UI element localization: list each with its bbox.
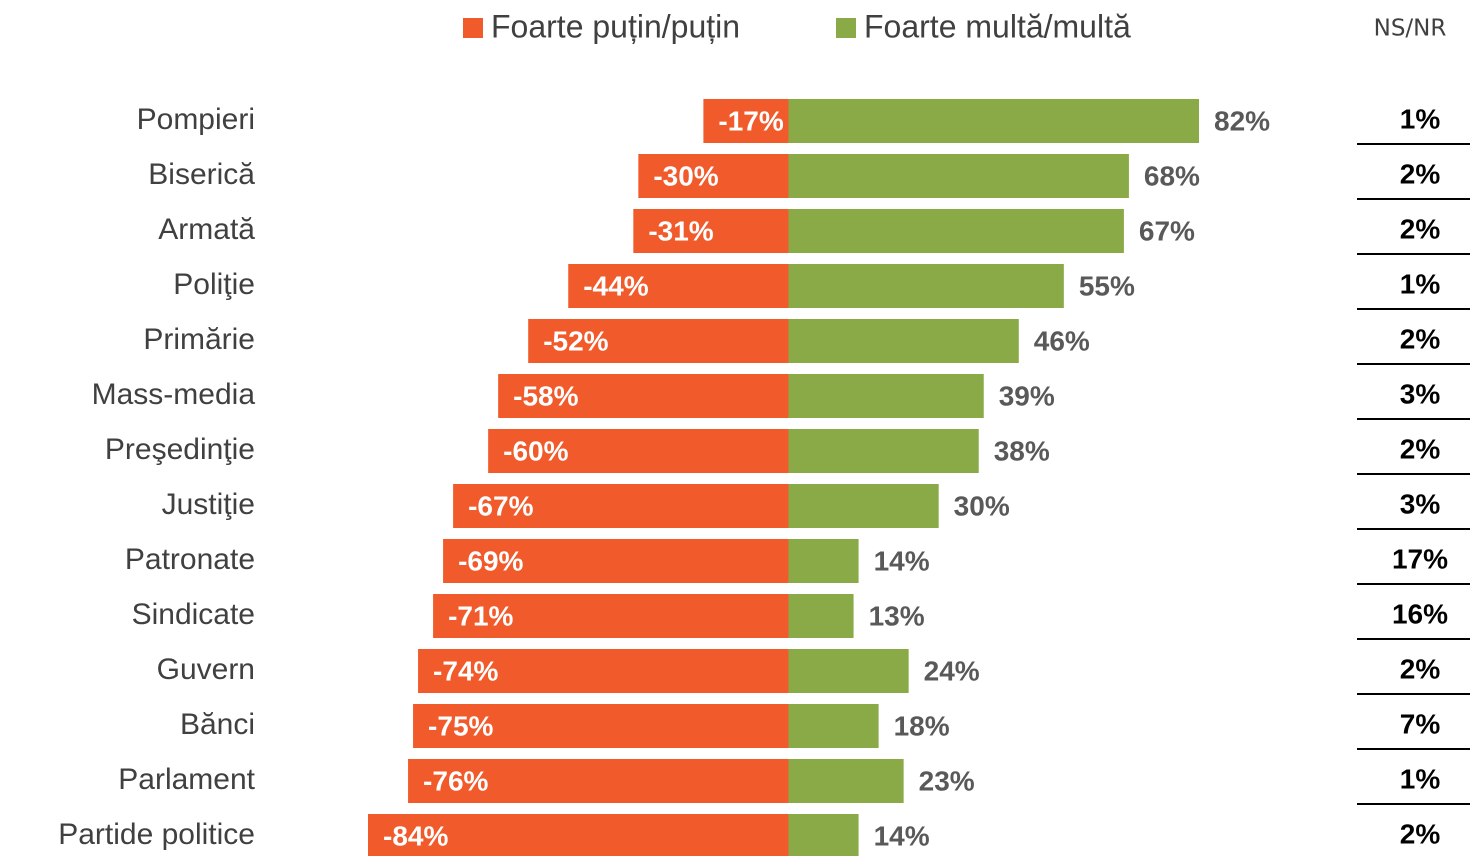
category-label: Primărie [143, 323, 255, 356]
bar [788, 154, 1129, 198]
bar [788, 484, 939, 528]
ns-value: 2% [1400, 213, 1441, 244]
bar [413, 704, 789, 748]
value-label: -84% [383, 820, 448, 851]
bar [488, 429, 789, 473]
bar [528, 319, 789, 363]
value-label: -75% [428, 710, 493, 741]
value-label: -58% [513, 380, 578, 411]
value-label: -71% [448, 600, 513, 631]
bar [788, 209, 1124, 253]
value-label: -60% [503, 435, 568, 466]
bar [638, 154, 789, 198]
category-label: Bănci [180, 708, 255, 741]
value-label: 14% [874, 820, 930, 851]
category-label: Armată [158, 213, 255, 246]
bar [788, 539, 859, 583]
ns-value: 2% [1400, 433, 1441, 464]
category-label: Pompieri [137, 103, 255, 136]
legend-label: Foarte multă/multă [864, 8, 1131, 44]
category-label: Preşedinţie [105, 433, 255, 466]
bar [368, 814, 789, 856]
value-label: -52% [543, 325, 608, 356]
value-label: 67% [1139, 215, 1195, 246]
bar [568, 264, 789, 308]
value-label: 38% [994, 435, 1050, 466]
bar [788, 319, 1019, 363]
value-label: 14% [874, 545, 930, 576]
legend-swatch [836, 18, 856, 38]
column-header: NS/NR [1374, 16, 1447, 42]
bar [788, 429, 979, 473]
ns-value: 1% [1400, 763, 1441, 794]
ns-value: 2% [1400, 158, 1441, 189]
bar [418, 649, 789, 693]
value-label: 18% [894, 710, 950, 741]
bar [788, 704, 879, 748]
value-label: 82% [1214, 105, 1270, 136]
bar [788, 759, 904, 803]
value-label: -69% [458, 545, 523, 576]
bar [788, 649, 909, 693]
category-label: Sindicate [132, 598, 255, 631]
category-label: Poliţie [173, 268, 255, 301]
value-label: 30% [954, 490, 1010, 521]
value-label: 46% [1034, 325, 1090, 356]
category-label: Guvern [157, 653, 255, 686]
value-label: -17% [718, 105, 783, 136]
category-label: Parlament [118, 763, 255, 796]
bar [788, 594, 854, 638]
ns-value: 1% [1400, 103, 1441, 134]
ns-value: 2% [1400, 323, 1441, 354]
value-label: 39% [999, 380, 1055, 411]
ns-value: 17% [1392, 543, 1448, 574]
bar [788, 814, 859, 856]
ns-value: 16% [1392, 598, 1448, 629]
ns-value: 2% [1400, 653, 1441, 684]
ns-value: 1% [1400, 268, 1441, 299]
ns-value: 2% [1400, 818, 1441, 849]
value-label: 23% [919, 765, 975, 796]
bar [408, 759, 789, 803]
ns-value: 3% [1400, 378, 1441, 409]
ns-value: 3% [1400, 488, 1441, 519]
value-label: -67% [468, 490, 533, 521]
value-label: 68% [1144, 160, 1200, 191]
category-label: Biserică [148, 158, 255, 191]
value-label: -30% [653, 160, 718, 191]
value-label: 13% [869, 600, 925, 631]
ns-value: 7% [1400, 708, 1441, 739]
legend-label: Foarte puțin/puțin [491, 8, 740, 44]
bar [453, 484, 789, 528]
category-label: Patronate [125, 543, 255, 576]
bar [788, 99, 1199, 143]
value-label: 24% [924, 655, 980, 686]
category-label: Partide politice [58, 818, 255, 851]
legend-swatch [463, 18, 483, 38]
value-label: -31% [648, 215, 713, 246]
value-label: -74% [433, 655, 498, 686]
category-label: Mass-media [92, 378, 256, 411]
bar [433, 594, 789, 638]
value-label: 55% [1079, 270, 1135, 301]
value-label: -44% [583, 270, 648, 301]
bar [703, 99, 789, 143]
bar [788, 264, 1064, 308]
bar [443, 539, 789, 583]
bar [633, 209, 789, 253]
value-label: -76% [423, 765, 488, 796]
bar [788, 374, 984, 418]
bar [498, 374, 789, 418]
category-label: Justiţie [162, 488, 255, 521]
